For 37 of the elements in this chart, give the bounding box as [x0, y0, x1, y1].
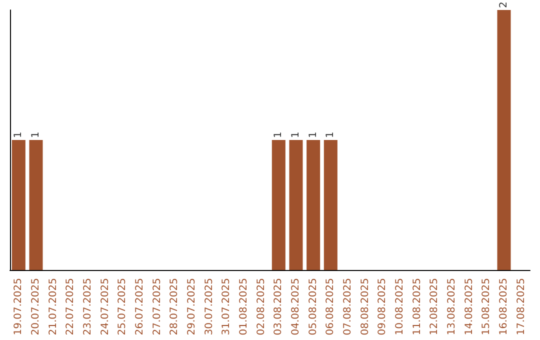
x-tick-label: 14.08.2025: [464, 278, 475, 336]
x-tick-label: 25.07.2025: [117, 278, 128, 336]
data-label: 1: [308, 132, 319, 138]
x-tick-label: 16.08.2025: [498, 278, 510, 336]
x-tick-label: 15.08.2025: [481, 278, 492, 336]
data-label: 1: [13, 132, 24, 138]
x-tick-label: 29.07.2025: [186, 278, 198, 336]
x-tick-label: 31.07.2025: [221, 278, 232, 336]
x-tick-label: 20.07.2025: [30, 278, 42, 336]
x-tick-label: 12.08.2025: [429, 278, 440, 336]
x-tick-label: 08.08.2025: [360, 278, 371, 336]
x-tick-label: 11.08.2025: [412, 278, 423, 336]
x-tick-label: 06.08.2025: [325, 278, 336, 336]
x-tick-label: 13.08.2025: [446, 278, 458, 336]
x-tick-label: 09.08.2025: [377, 278, 388, 336]
x-tick-label: 05.08.2025: [308, 278, 319, 336]
x-tick-label: 19.07.2025: [13, 278, 24, 336]
x-tick-label: 21.07.2025: [48, 278, 59, 336]
x-tick-label: 17.08.2025: [516, 278, 527, 336]
x-tick-label: 24.07.2025: [100, 278, 111, 336]
data-label: 1: [30, 132, 42, 138]
x-tick-label: 26.07.2025: [134, 278, 146, 336]
x-tick-label: 23.07.2025: [82, 278, 94, 336]
data-label: 1: [273, 132, 284, 138]
x-tick-label: 22.07.2025: [65, 278, 76, 336]
x-tick-label: 02.08.2025: [256, 278, 267, 336]
x-tick-label: 07.08.2025: [342, 278, 354, 336]
x-tick-label: 10.08.2025: [394, 278, 406, 336]
x-tick-label: 03.08.2025: [273, 278, 284, 336]
data-label: 1: [325, 132, 336, 138]
x-tick-label: 27.07.2025: [152, 278, 163, 336]
data-label: 1: [290, 132, 302, 138]
x-tick-label: 01.08.2025: [238, 278, 250, 336]
x-tick-label: 04.08.2025: [290, 278, 302, 336]
x-tick-label: 30.07.2025: [204, 278, 215, 336]
data-label: 2: [498, 2, 510, 8]
x-tick-label: 28.07.2025: [169, 278, 180, 336]
